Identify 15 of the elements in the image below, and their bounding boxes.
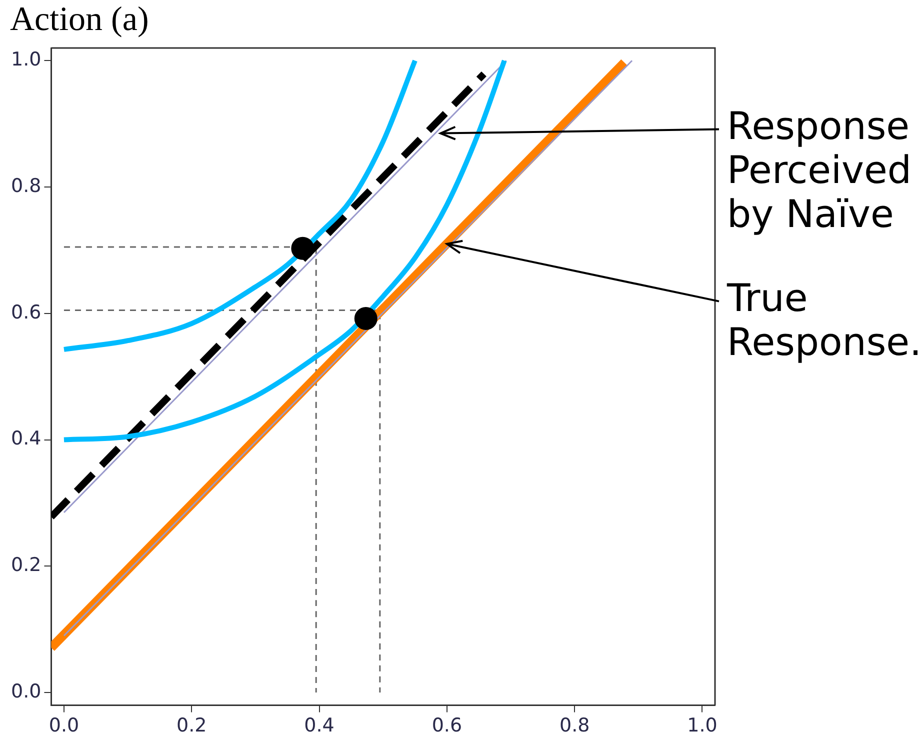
y-tick-label: 0.4 [11, 428, 42, 450]
y-axis-title: Action (a) [10, 0, 149, 38]
y-tick-label: 1.0 [11, 48, 42, 71]
x-tick-label: 1.0 [687, 714, 718, 737]
x-tick-label: 0.4 [304, 714, 334, 737]
x-tick-label: 0.0 [48, 714, 80, 737]
y-tick-label: 0.0 [11, 680, 42, 702]
y-tick-label: 0.2 [11, 554, 42, 576]
y-tick-label: 0.6 [11, 301, 42, 324]
x-tick-label: 0.6 [432, 714, 462, 737]
annotation: Response Perceived by Naïve [727, 104, 912, 236]
y-tick-label: 0.8 [11, 174, 42, 197]
x-tick-label: 0.8 [559, 714, 590, 737]
annotation: True Response. [726, 276, 920, 364]
x-tick-label: 0.2 [176, 714, 207, 737]
